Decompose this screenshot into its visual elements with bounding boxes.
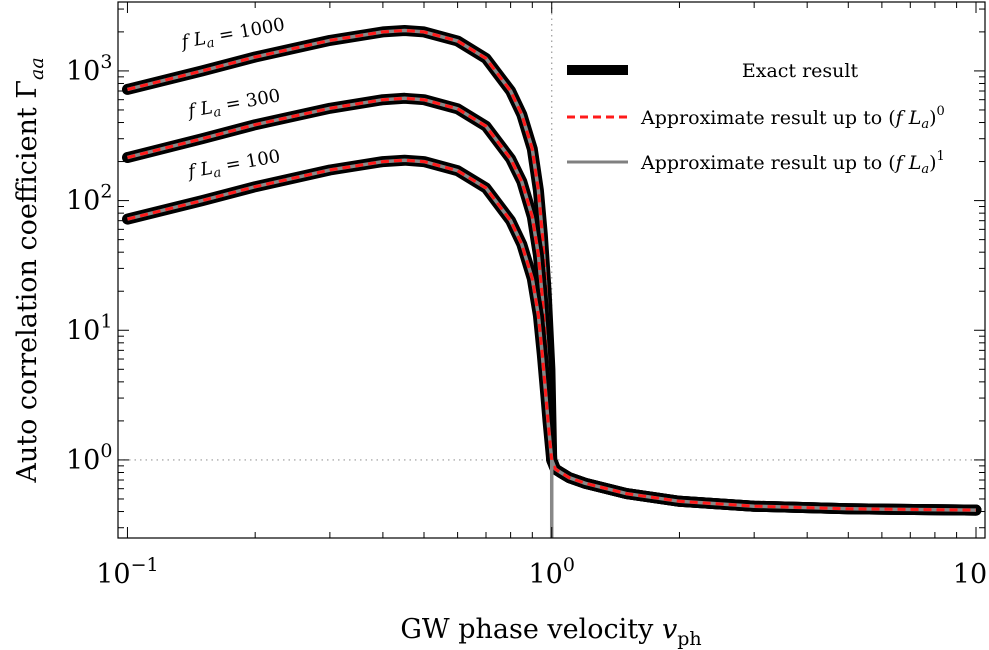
legend-label: Approximate result up to (f La)0	[640, 104, 945, 132]
y-tick-label: 101	[66, 310, 112, 346]
y-tick-label: 103	[66, 51, 112, 87]
approx-order0-curve-3	[127, 158, 977, 512]
curve-label: f La = 100	[185, 146, 283, 186]
x-tick-label: 101	[953, 554, 989, 590]
x-tick-label: 10−1	[96, 554, 158, 590]
x-axis-title: GW phase velocity vph	[400, 614, 701, 650]
x-axis-title-var: v	[662, 614, 677, 645]
y-tick-label: 100	[66, 440, 112, 476]
legend-label: Approximate result up to (f La)1	[640, 149, 945, 177]
legend-label: Exact result	[742, 60, 859, 82]
y-axis-title-sub: aa	[26, 57, 48, 80]
approx-order0-curve-1	[127, 29, 977, 512]
y-tick-label: 102	[66, 181, 112, 217]
x-tick-label: 100	[529, 554, 575, 590]
x-axis-title-sub: ph	[677, 628, 701, 650]
y-axis-title: Auto correlation coefficient Γaa	[12, 57, 48, 483]
